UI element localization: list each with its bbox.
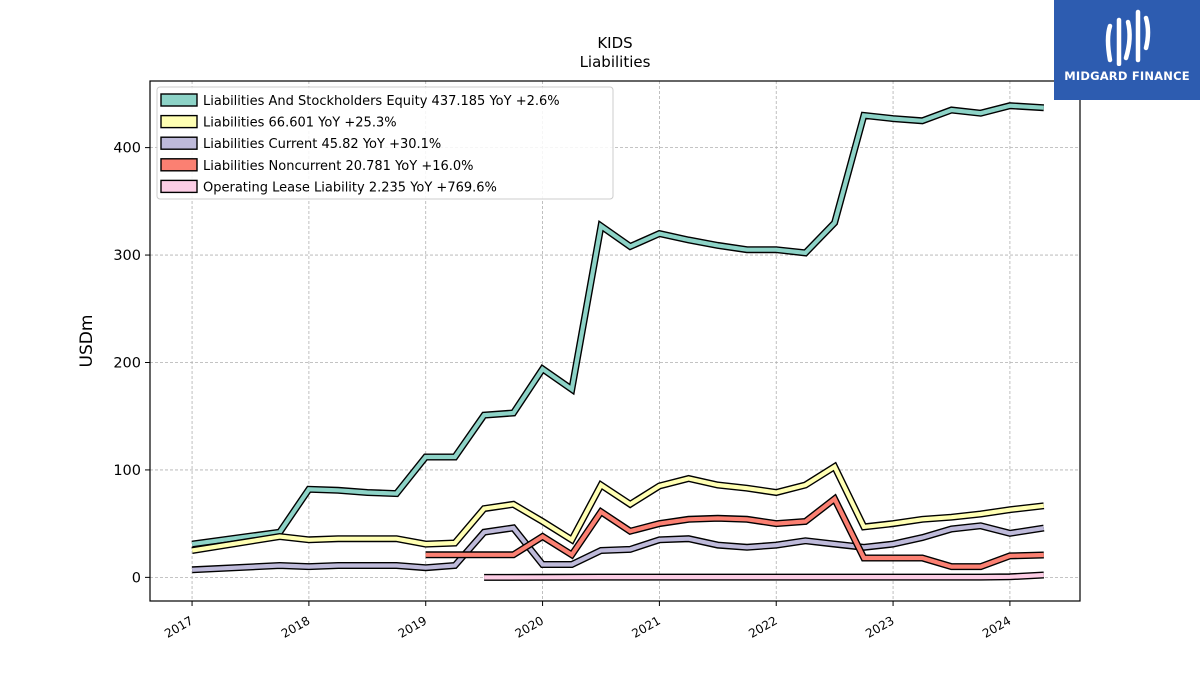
legend-entry-3: Liabilities Noncurrent 20.781 YoY +16.0%: [203, 159, 474, 174]
logo-mark-icon: [1105, 9, 1151, 66]
legend-swatch-3: [160, 158, 198, 172]
legend-swatch-0: [160, 93, 198, 107]
x-tick-label: 2019: [396, 613, 429, 640]
midgard-finance-logo: MIDGARD FINANCE: [1054, 0, 1200, 100]
x-tick-label: 2023: [863, 613, 896, 640]
legend-swatch-4: [160, 179, 198, 194]
y-tick-label: 400: [113, 141, 141, 157]
logo-text: MIDGARD FINANCE: [1064, 69, 1190, 83]
legend-entry-4: Operating Lease Liability 2.235 YoY +769…: [203, 180, 497, 195]
series-line-0: [191, 103, 1044, 547]
y-tick-label: 100: [113, 463, 141, 479]
x-tick-label: 2021: [629, 613, 662, 640]
legend-entry-0: Liabilities And Stockholders Equity 437.…: [203, 94, 560, 109]
y-tick-label: 0: [132, 570, 141, 586]
x-tick-label: 2022: [746, 613, 779, 640]
x-tick-label: 2024: [980, 613, 1013, 640]
legend-entry-1: Liabilities 66.601 YoY +25.3%: [203, 116, 397, 131]
y-tick-label: 200: [113, 355, 141, 371]
y-tick-label: 300: [113, 248, 141, 264]
chart-subtitle: Liabilities: [580, 53, 651, 71]
plot-frame: [149, 80, 1081, 602]
series-line-4: [484, 572, 1044, 580]
legend-swatch-1: [160, 114, 198, 129]
x-tick-label: 2018: [279, 613, 312, 640]
legend-entry-2: Liabilities Current 45.82 YoY +30.1%: [203, 137, 441, 152]
chart-title: KIDS: [597, 34, 632, 52]
y-axis-label: USDm: [77, 315, 97, 368]
x-tick-label: 2020: [513, 613, 546, 640]
series-line-1: [191, 463, 1045, 553]
legend-swatch-2: [160, 136, 198, 150]
series-line-3: [425, 495, 1044, 569]
series-line-2: [191, 523, 1045, 572]
x-tick-label: 2017: [162, 613, 195, 640]
legend-box: [156, 86, 614, 200]
